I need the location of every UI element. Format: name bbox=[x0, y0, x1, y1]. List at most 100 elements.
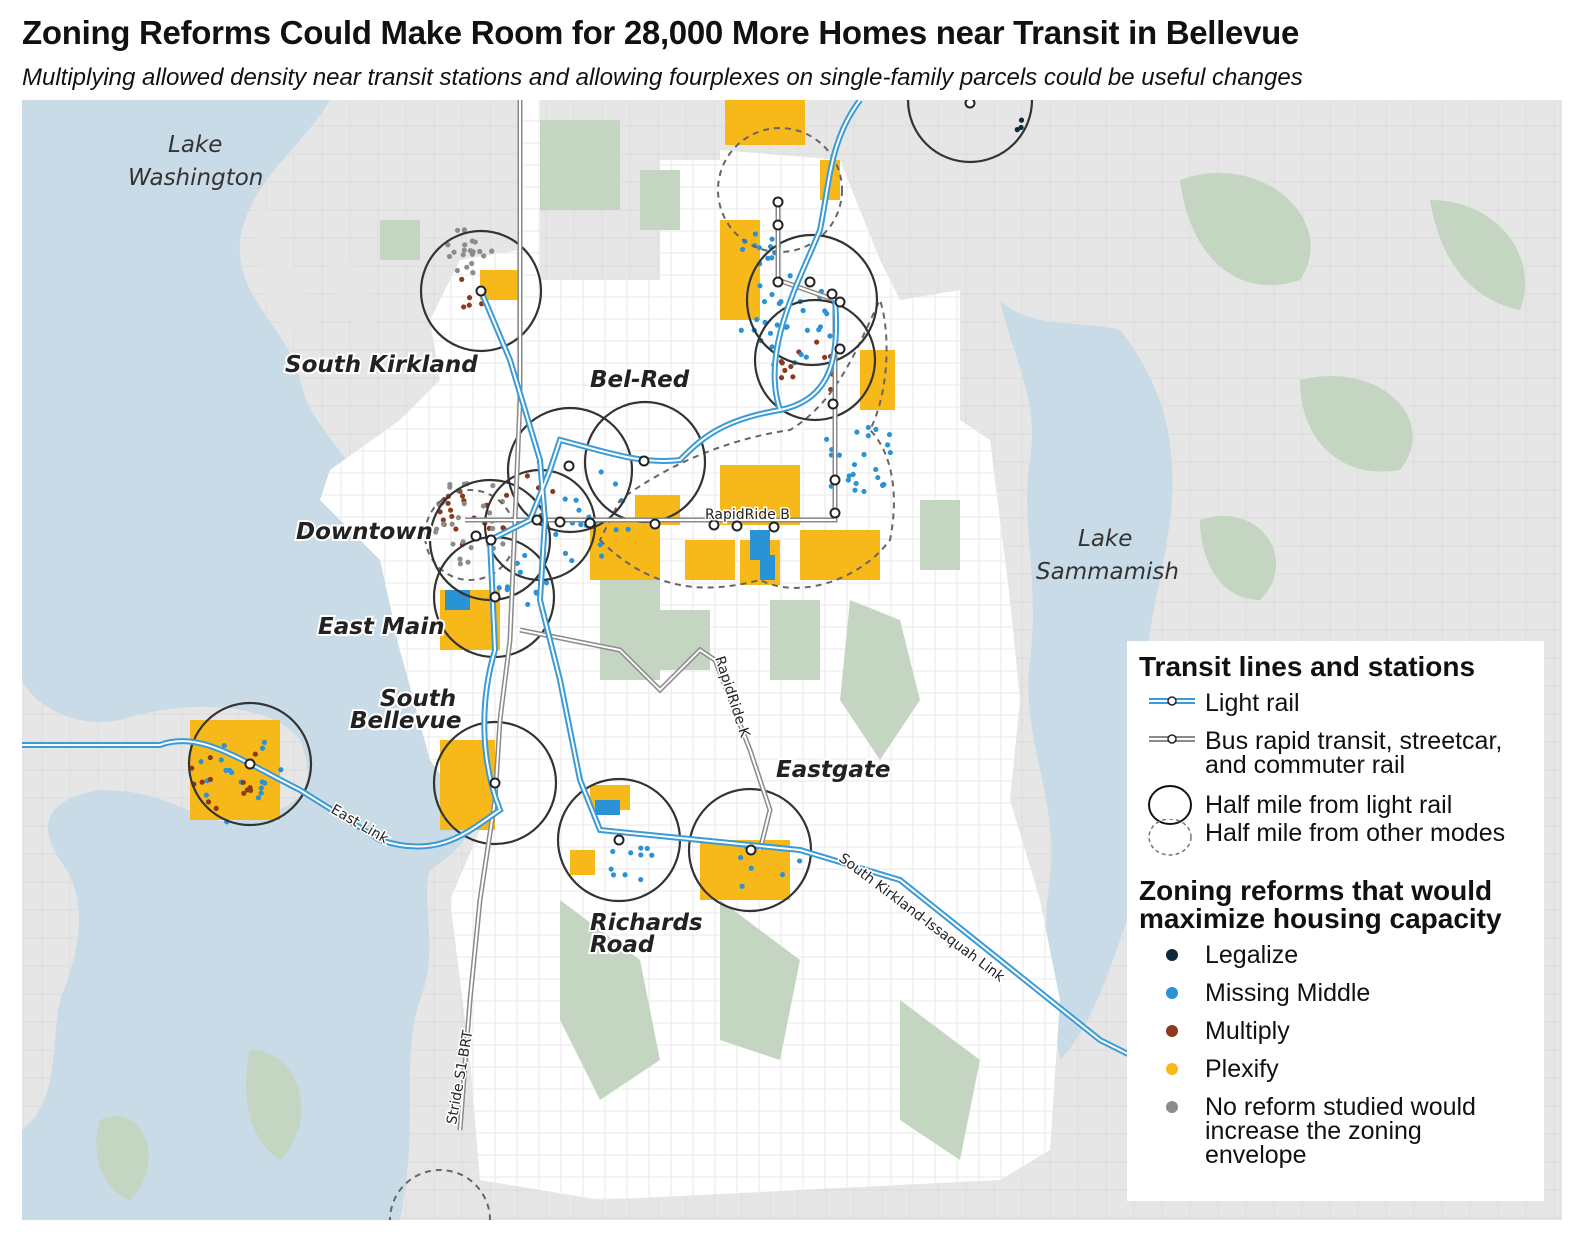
parcel-dot bbox=[490, 482, 496, 489]
parcel-dot bbox=[446, 253, 453, 260]
lake-sammamish-label-1: Lake bbox=[1078, 526, 1132, 552]
parcel-dot bbox=[738, 327, 744, 333]
parcel-dot bbox=[455, 515, 462, 521]
parcel-dot bbox=[470, 270, 476, 276]
parcel-dot bbox=[440, 517, 446, 523]
parcel-dot bbox=[466, 302, 472, 308]
richards-road-label-1: Richards bbox=[590, 910, 703, 936]
parcel-dot bbox=[221, 742, 227, 749]
parcel-dot bbox=[769, 344, 775, 350]
parcel-dot bbox=[459, 493, 466, 499]
parcel-dot bbox=[787, 273, 793, 279]
parcel-dot bbox=[261, 739, 268, 745]
richards-road-label-2: Road bbox=[590, 932, 655, 958]
parcel-dot bbox=[460, 539, 466, 545]
parcel-dot bbox=[814, 339, 820, 345]
parcel-dot bbox=[597, 542, 603, 548]
legend-transit-title: Transit lines and stations bbox=[1139, 651, 1476, 682]
parcel-dot bbox=[851, 461, 858, 468]
parcel-dot bbox=[873, 466, 879, 473]
parcel-dot bbox=[738, 854, 744, 861]
parcel-dot bbox=[500, 541, 506, 547]
lake-washington-label-1: Lake bbox=[168, 132, 222, 158]
parcel-dot bbox=[550, 488, 556, 495]
parcel-dot bbox=[445, 500, 451, 506]
parcel-dot bbox=[803, 354, 809, 360]
parcel-dot bbox=[613, 527, 619, 533]
parcel-dot bbox=[644, 845, 650, 852]
parcel-dot bbox=[610, 872, 617, 878]
parcel-dot bbox=[517, 569, 523, 575]
brt-line-icon bbox=[1139, 729, 1205, 749]
parcel-dot bbox=[885, 442, 891, 448]
parcel-dot bbox=[448, 507, 454, 513]
lake-washington bbox=[22, 100, 473, 1220]
parcel-dot bbox=[489, 248, 495, 254]
parcel-dot bbox=[886, 431, 893, 438]
parcel-dot bbox=[887, 449, 893, 456]
parcel-dot bbox=[875, 474, 881, 481]
parcel-dot bbox=[850, 471, 856, 478]
parcel-dot bbox=[496, 585, 502, 591]
east-main-label: East Main bbox=[318, 614, 445, 640]
legend-zoning-title: Zoning reforms that would maximize housi… bbox=[1139, 875, 1502, 934]
parcel-dot bbox=[514, 560, 520, 566]
parcel-dot bbox=[861, 451, 867, 458]
parcel-dot bbox=[259, 745, 266, 751]
parcel-dot bbox=[761, 299, 768, 305]
parcel-dot bbox=[466, 295, 473, 301]
parcel-dot bbox=[468, 544, 474, 551]
parcel-dot bbox=[449, 521, 455, 527]
parcel-dot bbox=[1018, 124, 1024, 131]
parcel-dot bbox=[461, 304, 467, 310]
parcel-dot bbox=[454, 227, 461, 233]
parcel-dot bbox=[873, 426, 879, 432]
parcel-dot bbox=[433, 526, 440, 532]
parcel-dot bbox=[769, 255, 775, 261]
parcel-dot bbox=[608, 866, 614, 872]
parcel-dot bbox=[880, 482, 886, 488]
bel-red-label: Bel-Red bbox=[590, 367, 690, 393]
page-title: Zoning Reforms Could Make Room for 28,00… bbox=[22, 14, 1300, 51]
parcel-dot bbox=[824, 436, 830, 442]
legend-dot-icon bbox=[1139, 1057, 1205, 1075]
south-kirkland-label: South Kirkland bbox=[285, 352, 478, 378]
parcel-dot bbox=[198, 759, 204, 765]
parcel-dot bbox=[598, 469, 604, 475]
parcel-dot bbox=[754, 316, 760, 323]
parcel-dot bbox=[853, 480, 859, 487]
parcel-dot bbox=[778, 298, 784, 305]
parcel-dot bbox=[480, 503, 486, 509]
parcel-dot bbox=[252, 751, 258, 757]
parcel-dot bbox=[739, 246, 746, 253]
parcel-dot bbox=[622, 872, 628, 878]
parcel-dot bbox=[610, 848, 616, 855]
legend-dot-icon bbox=[1139, 1095, 1205, 1113]
parcel-dot bbox=[865, 433, 871, 439]
south-bellevue-label-1: South bbox=[380, 686, 456, 712]
parcel-dot bbox=[765, 255, 771, 261]
parcel-dot bbox=[649, 852, 655, 858]
legend-dot-icon bbox=[1139, 1019, 1205, 1037]
parcel-dot bbox=[845, 477, 851, 483]
parcel-dot bbox=[451, 249, 457, 255]
parcel-dot bbox=[576, 507, 582, 513]
legend-item-plexify: Plexify bbox=[1139, 1057, 1499, 1082]
parcel-dot bbox=[525, 601, 531, 608]
parcel-dot bbox=[449, 513, 455, 520]
parcel-dot bbox=[822, 308, 828, 314]
lake-washington-label-2: Washington bbox=[128, 165, 263, 191]
page-subtitle: Multiplying allowed density near transit… bbox=[22, 64, 1303, 91]
parcel-dot bbox=[189, 765, 195, 771]
parcel-dot bbox=[461, 247, 467, 253]
parcel-dot bbox=[865, 424, 872, 431]
parcel-dot bbox=[756, 245, 762, 251]
parcel-dot bbox=[628, 850, 634, 856]
parcel-dot bbox=[757, 283, 763, 289]
parcel-dot bbox=[769, 236, 775, 242]
parcel-dot bbox=[247, 787, 254, 793]
parcel-dot bbox=[464, 264, 470, 270]
parcel-dot bbox=[562, 550, 569, 556]
parcel-dot bbox=[447, 481, 453, 488]
parcel-dot bbox=[450, 541, 456, 547]
